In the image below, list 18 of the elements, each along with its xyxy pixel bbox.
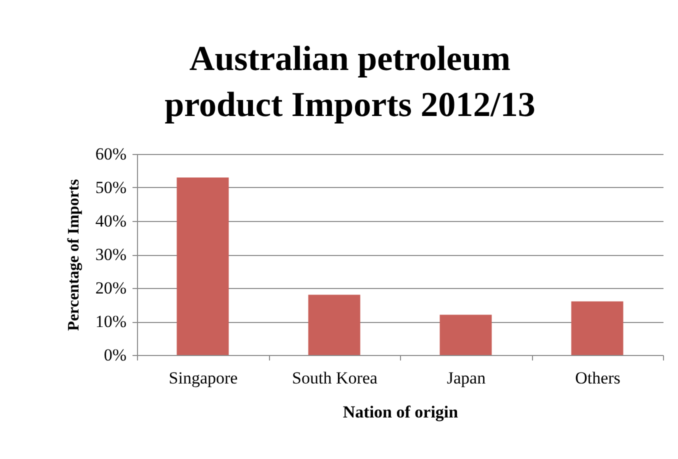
bar — [571, 301, 624, 355]
x-tick-label: Singapore — [168, 368, 238, 388]
x-tick-label: Japan — [446, 368, 486, 388]
y-tick-label: 30% — [95, 245, 126, 264]
y-tick-label: 40% — [95, 212, 126, 230]
chart-title: Australian petroleum product Imports 2012/13 — [164, 39, 536, 124]
y-tick-label: 0% — [104, 346, 126, 364]
bar — [308, 294, 360, 355]
x-axis-title: Nation of origin — [342, 402, 459, 422]
bar — [440, 314, 492, 355]
x-tick-label: South Korea — [292, 368, 378, 388]
y-axis-title: Percentage of Imports — [65, 179, 82, 331]
y-tick-label: 20% — [95, 278, 126, 298]
bar — [176, 177, 229, 355]
y-tick-label: 50% — [95, 178, 126, 197]
x-tick-label: Others — [575, 368, 620, 388]
y-tick-label: 60% — [95, 144, 126, 164]
y-tick-label: 10% — [95, 312, 126, 331]
